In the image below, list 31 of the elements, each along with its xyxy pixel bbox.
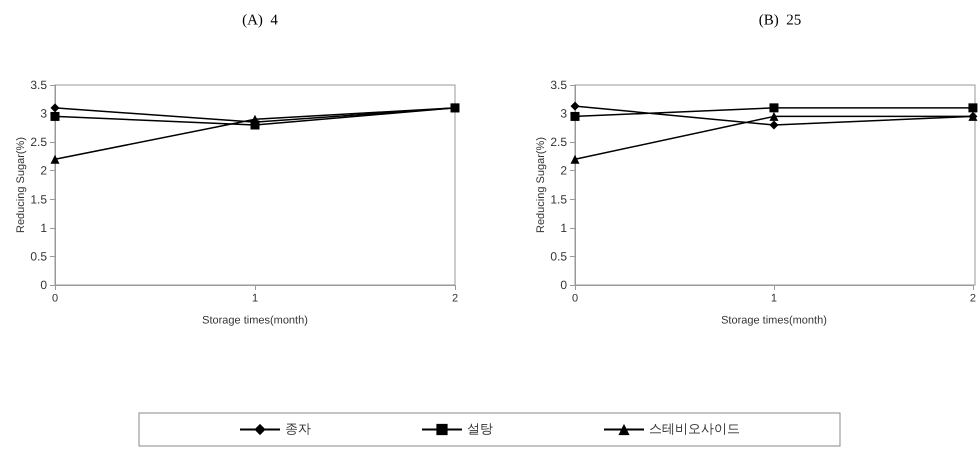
y-tick-label: 2 [40,164,48,178]
y-tick-label: 1.5 [550,192,568,206]
chart-title: (B) 25 [758,12,802,28]
x-axis-title: Storage times(month) [202,314,308,326]
legend-label: 스테비오사이드 [649,422,740,437]
y-tick-label: 0.5 [30,249,48,264]
y-tick-label: 3.5 [30,78,48,92]
chart-title: (A) 4 [242,12,278,28]
y-tick-label: 2.5 [30,135,48,150]
y-tick-label: 0 [560,278,568,292]
y-tick-label: 1 [560,220,568,235]
y-tick-label: 2 [560,164,568,178]
x-tick-label: 1 [252,292,258,304]
y-tick-label: 1 [40,220,48,235]
y-tick-label: 3 [40,106,48,121]
y-tick-label: 3.5 [550,78,568,92]
y-tick-label: 3 [560,106,568,121]
legend-label: 설탕 [467,422,493,437]
y-axis-title: Reducing Sugar(%) [14,137,27,233]
y-axis-title: Reducing Sugar(%) [534,137,547,233]
x-tick-label: 1 [770,292,778,304]
x-axis-title: Storage times(month) [721,314,827,326]
x-tick-label: 2 [452,292,458,304]
x-tick-label: 0 [572,292,578,304]
y-tick-label: 2.5 [550,135,568,150]
y-tick-label: 0 [40,278,48,292]
x-tick-label: 0 [52,292,58,304]
x-tick-label: 2 [970,292,976,304]
legend-label: 종자 [285,422,311,437]
y-tick-label: 0.5 [550,249,568,264]
y-tick-label: 1.5 [30,192,48,206]
